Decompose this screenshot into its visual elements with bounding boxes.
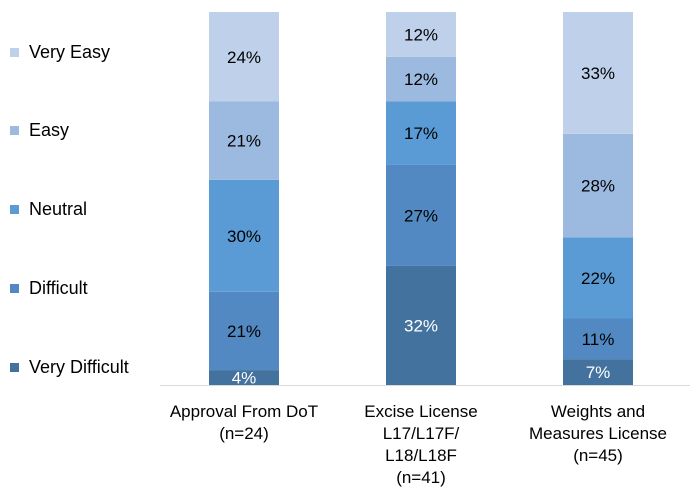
category-label-1-line-3: (n=41) (396, 468, 446, 487)
legend-label: Difficult (29, 277, 88, 298)
bar-segment-very-easy-2 (563, 12, 633, 134)
data-label-easy-1: 12% (404, 70, 438, 89)
data-label-difficult-2: 11% (582, 330, 615, 349)
data-label-easy-0: 21% (227, 132, 261, 151)
legend-label: Very Difficult (29, 356, 129, 377)
legend-item-neutral: Neutral (10, 197, 87, 221)
data-label-neutral-0: 30% (227, 227, 261, 246)
legend-item-easy: Easy (10, 118, 69, 142)
bar-segment-easy-2 (563, 133, 633, 238)
data-label-very-difficult-1: 32% (404, 316, 438, 335)
data-label-difficult-1: 27% (404, 206, 438, 225)
data-label-difficult-0: 21% (227, 322, 261, 341)
data-label-easy-2: 28% (581, 177, 615, 196)
legend-item-difficult: Difficult (10, 276, 88, 300)
data-label-neutral-1: 17% (404, 124, 438, 143)
bar-segment-easy-1 (386, 56, 456, 102)
legend-swatch (10, 125, 19, 135)
bar-segment-easy-0 (209, 101, 279, 180)
category-label-2-line-1: Measures License (529, 424, 667, 443)
bar-segment-very-difficult-2 (563, 359, 633, 385)
data-label-neutral-2: 22% (581, 269, 615, 288)
category-label-0-line-0: Approval From DoT (170, 402, 318, 421)
bar-segment-neutral-1 (386, 101, 456, 165)
legend-swatch (10, 283, 19, 293)
legend-swatch (10, 362, 19, 372)
legend-swatch (10, 47, 19, 57)
legend: Very Easy Easy Neutral Difficult Very Diffic… (0, 0, 160, 400)
bar-segment-very-easy-1 (386, 12, 456, 57)
legend-item-very-easy: Very Easy (10, 40, 110, 64)
bar-segment-difficult-2 (563, 318, 633, 360)
data-label-very-difficult-0: 4% (232, 369, 257, 388)
bar-segment-very-difficult-1 (386, 265, 456, 385)
bar-segment-neutral-2 (563, 237, 633, 319)
bar-segment-very-difficult-0 (209, 370, 279, 385)
bar-segment-difficult-0 (209, 291, 279, 371)
category-label-1-line-1: L17/L17F/ (383, 424, 460, 443)
legend-label: Easy (29, 119, 70, 140)
bar-segment-neutral-0 (209, 179, 279, 292)
category-label-1-line-2: L18/L18F (385, 446, 457, 465)
legend-item-very-difficult: Very Difficult (10, 355, 129, 379)
legend-label: Neutral (29, 198, 88, 219)
bar-segment-difficult-1 (386, 164, 456, 266)
category-label-1-line-0: Excise License (364, 402, 477, 421)
legend-label: Very Easy (29, 41, 111, 62)
bars-group: 4% 21% 30% 21% 24% 32% 27% 17% 12% 12% 7% 11% 22% 28%… (209, 12, 633, 388)
data-label-very-difficult-2: 7% (586, 363, 611, 382)
data-label-very-easy-0: 24% (227, 48, 261, 67)
data-label-very-easy-2: 33% (581, 64, 615, 83)
category-label-0-line-1: (n=24) (219, 424, 269, 443)
data-label-very-easy-1: 12% (404, 25, 438, 44)
category-label-2-line-0: Weights and (551, 402, 645, 421)
legend-swatch (10, 204, 19, 214)
category-labels-group: Approval From DoT (n=24) Excise License L17… (170, 402, 667, 487)
category-label-2-line-2: (n=45) (573, 446, 623, 465)
bar-segment-very-easy-0 (209, 12, 279, 102)
